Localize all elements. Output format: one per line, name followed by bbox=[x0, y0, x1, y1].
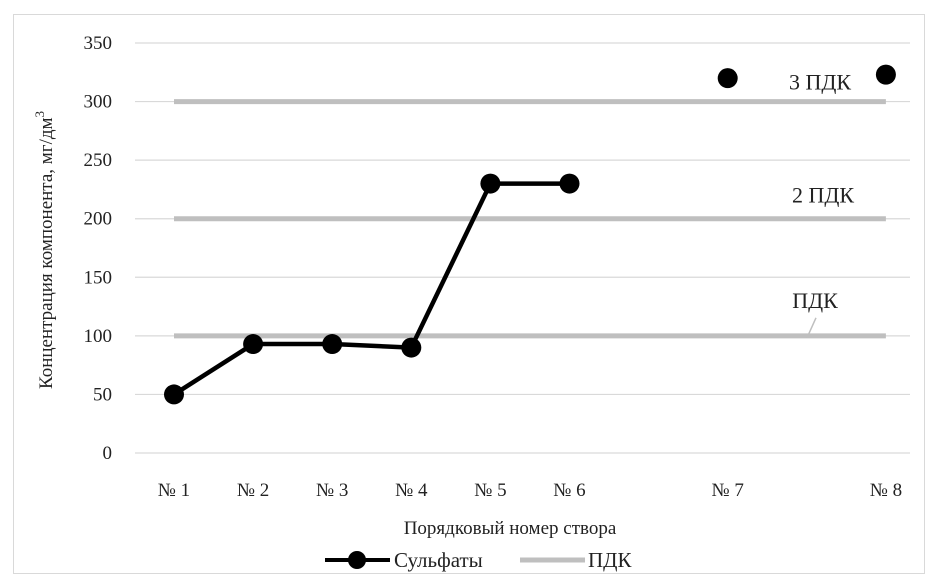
x-tick-label-1: № 1 bbox=[158, 480, 190, 501]
sulfate-series bbox=[164, 64, 896, 405]
x-tick-label-4: № 4 bbox=[395, 480, 428, 501]
gridlines bbox=[135, 42, 910, 454]
annotation-leader-line bbox=[806, 317, 817, 339]
legend: Сульфаты ПДК bbox=[325, 548, 632, 572]
y-axis-ticks: 0 50 100 150 200 250 300 350 bbox=[84, 33, 113, 464]
annotation-2: 2 ПДК bbox=[792, 183, 854, 208]
y-tick-label-250: 250 bbox=[84, 150, 113, 171]
x-tick-label-5: № 5 bbox=[474, 480, 506, 501]
y-tick-label-0: 0 bbox=[103, 443, 113, 464]
legend-swatch-sulfates-marker bbox=[348, 551, 366, 569]
y-tick-label-100: 100 bbox=[84, 326, 113, 347]
sulfate-point-6 bbox=[559, 173, 580, 194]
sulfate-line bbox=[172, 181, 570, 397]
sulfate-point-8 bbox=[875, 64, 896, 85]
x-tick-label-6: № 6 bbox=[553, 480, 585, 501]
x-tick-label-7: № 7 bbox=[712, 480, 744, 501]
x-axis-ticks: № 1 № 2 № 3 № 4 № 5 № 6 № 7 № 8 bbox=[158, 480, 902, 501]
sulfate-point-7 bbox=[717, 68, 738, 89]
y-tick-label-150: 150 bbox=[84, 267, 113, 288]
y-tick-label-350: 350 bbox=[84, 33, 113, 54]
sulfate-point-2 bbox=[243, 334, 264, 355]
legend-label-pdk: ПДК bbox=[588, 548, 632, 572]
y-axis-title: Концентрация компонента, мг/дм3 bbox=[32, 111, 57, 389]
legend-label-sulfates: Сульфаты bbox=[394, 548, 483, 572]
sulfate-point-4 bbox=[401, 337, 422, 358]
annotation-1: ПДК bbox=[792, 288, 838, 313]
y-axis-title-superscript: 3 bbox=[32, 111, 47, 118]
sulfate-point-5 bbox=[480, 173, 501, 194]
y-tick-label-50: 50 bbox=[93, 384, 112, 405]
y-tick-label-300: 300 bbox=[84, 92, 113, 113]
chart-frame bbox=[13, 14, 925, 574]
annotation-3: 3 ПДК bbox=[789, 70, 851, 95]
x-axis-title: Порядковый номер створа bbox=[404, 518, 617, 539]
pdk-series bbox=[174, 99, 886, 339]
annotations: ПДК 2 ПДК 3 ПДК bbox=[789, 70, 854, 339]
x-tick-label-3: № 3 bbox=[316, 480, 348, 501]
x-tick-label-2: № 2 bbox=[237, 480, 269, 501]
y-tick-label-200: 200 bbox=[84, 209, 113, 230]
y-axis-title-main: Концентрация компонента, мг/дм bbox=[36, 117, 57, 389]
sulfate-point-1 bbox=[164, 384, 184, 405]
x-tick-label-8: № 8 bbox=[870, 480, 902, 501]
sulfate-point-3 bbox=[322, 334, 343, 355]
